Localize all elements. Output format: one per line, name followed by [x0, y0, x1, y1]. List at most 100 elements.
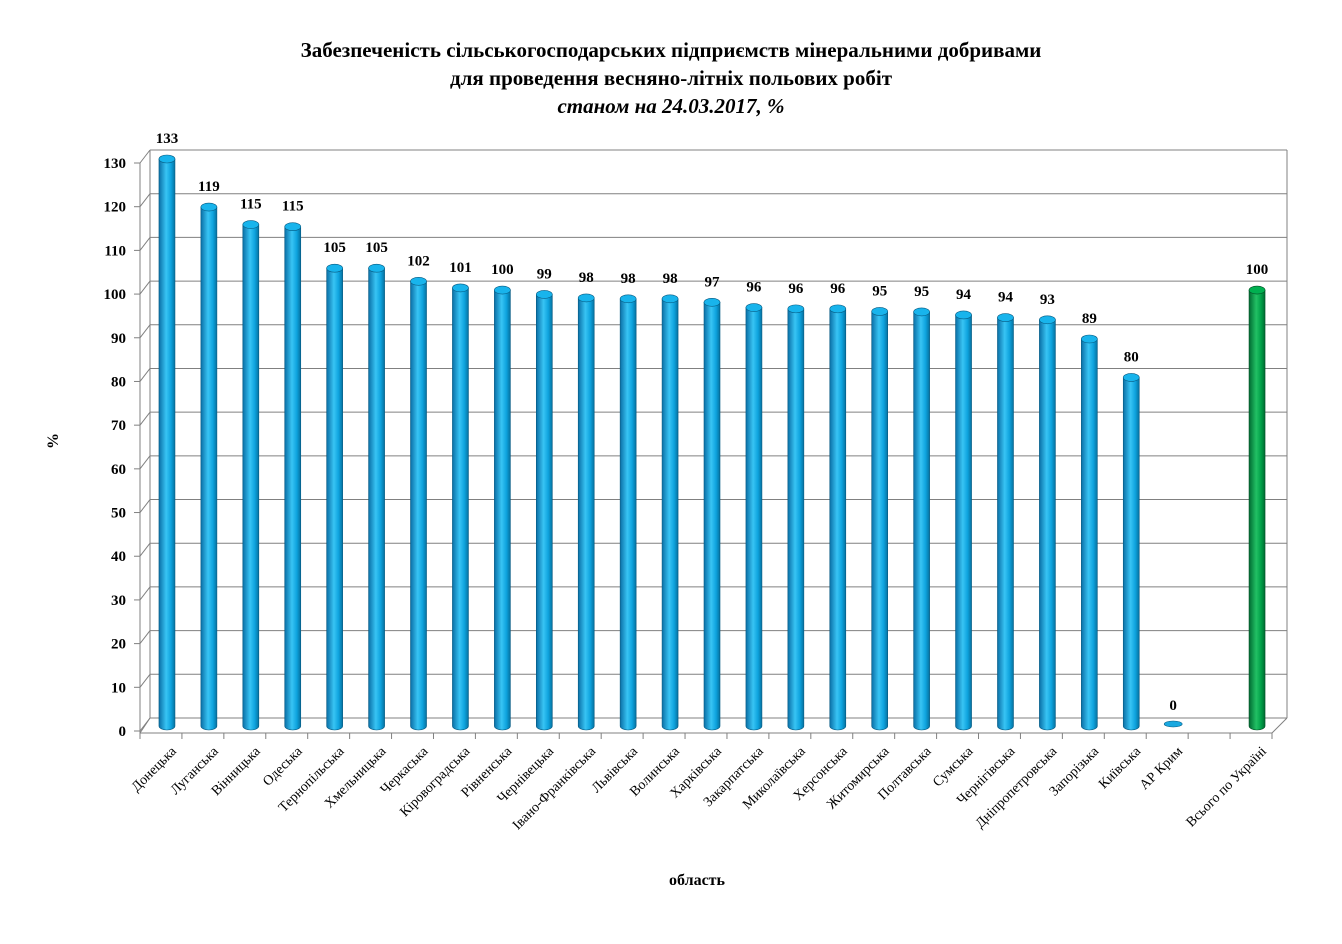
bar [1039, 315, 1056, 731]
value-label: 100 [491, 262, 514, 278]
bar-top [535, 290, 553, 299]
bar [242, 220, 260, 731]
bar-top [871, 307, 889, 316]
bar [326, 263, 343, 731]
chart-subtitle: станом на 24.03.2017, % [557, 94, 785, 118]
chart-title: Забезпеченість сільськогосподарських під… [300, 38, 1042, 62]
x-axis-title: область [669, 872, 726, 889]
value-label: 100 [1246, 262, 1269, 278]
bar [703, 298, 721, 731]
bar [619, 294, 637, 731]
bar-top [577, 293, 595, 303]
bar-top [1248, 285, 1266, 295]
gridline-wall [139, 499, 151, 513]
bar-body [368, 267, 385, 731]
bar [577, 293, 595, 731]
bar-top [955, 310, 972, 320]
bar-top [200, 202, 218, 212]
value-label: 115 [240, 197, 262, 213]
y-tick-label: 60 [111, 462, 126, 478]
bar-body [997, 317, 1014, 731]
y-tick-label: 120 [104, 200, 127, 216]
bar-top [410, 277, 427, 286]
gridline-wall [139, 674, 151, 688]
y-tick-label: 50 [111, 506, 126, 522]
bar-top [242, 220, 260, 229]
bar [158, 154, 176, 731]
bar-top [913, 307, 930, 317]
bar-top [703, 298, 721, 307]
value-label: 102 [407, 253, 430, 269]
bar [535, 290, 553, 731]
floor-right-edge [1271, 717, 1288, 734]
bar [955, 310, 972, 731]
value-labels: 133 119 115 115 105 105 102 101 100 99 98 98 98 97 96 9… [156, 131, 1269, 714]
bar-body [661, 298, 679, 731]
value-label: 98 [621, 271, 636, 287]
value-label: 119 [198, 179, 220, 195]
y-axis-title: % [45, 433, 62, 449]
x-category-label: АР Крим [1137, 744, 1186, 793]
bar-body [577, 297, 595, 731]
y-tick-label: 110 [104, 243, 126, 259]
bar-top [661, 294, 679, 304]
bar-body [913, 311, 930, 731]
gridline-wall [139, 542, 151, 557]
y-tick-label: 0 [119, 724, 127, 740]
axes [139, 150, 1288, 739]
bar-body [703, 302, 721, 731]
gridline-wall [139, 455, 151, 470]
gridline-wall [139, 630, 151, 644]
y-tick-label: 70 [111, 418, 126, 434]
bar-top [326, 263, 343, 273]
bar-top [284, 222, 302, 232]
gridline-wall [139, 411, 151, 426]
y-axis-ticks: 0 10 20 30 40 50 60 70 80 90 100 110 120 130 [104, 156, 140, 740]
bar [1081, 334, 1098, 731]
value-label: 0 [1169, 698, 1177, 714]
value-label: 115 [282, 199, 304, 215]
bar-body [326, 267, 343, 731]
bar [1163, 720, 1183, 728]
y-tick-label: 30 [111, 593, 126, 609]
value-label: 97 [705, 274, 721, 290]
bar-body [158, 158, 176, 731]
y-tick-label: 40 [111, 549, 126, 565]
bar-body [955, 314, 972, 731]
gridline-wall [139, 237, 151, 251]
bar-body [535, 294, 553, 731]
value-label: 105 [365, 240, 388, 256]
bar [452, 283, 469, 731]
bar-top [452, 283, 469, 293]
bar-top [368, 263, 385, 273]
gridline-wall [139, 368, 151, 382]
value-label: 133 [156, 131, 179, 147]
value-label: 94 [998, 290, 1014, 306]
floor-left-edge [139, 717, 151, 734]
value-label: 96 [746, 280, 762, 296]
bar [913, 307, 930, 731]
value-label: 101 [449, 260, 472, 276]
value-label: 98 [579, 270, 594, 286]
bar [494, 285, 511, 731]
value-label: 96 [788, 281, 804, 297]
bar-body [494, 289, 511, 731]
gridline-wall [139, 586, 151, 601]
bar-top [158, 154, 176, 164]
bar [745, 303, 763, 731]
bar [284, 222, 302, 731]
bar-top [787, 304, 805, 314]
bar-total [1248, 285, 1266, 731]
bar-body [1039, 319, 1056, 731]
gridline-wall [139, 324, 151, 339]
bar-top [1163, 720, 1183, 728]
bar-body [745, 307, 763, 731]
bar [1122, 373, 1140, 731]
bar-top [745, 303, 763, 312]
bar-body [871, 311, 889, 731]
bar-body [410, 281, 427, 731]
chart-title-line2: для проведення весняно-літніх польових р… [449, 66, 893, 90]
value-label: 98 [663, 271, 678, 287]
chart-title-block: Забезпеченість сільськогосподарських під… [0, 36, 1342, 120]
